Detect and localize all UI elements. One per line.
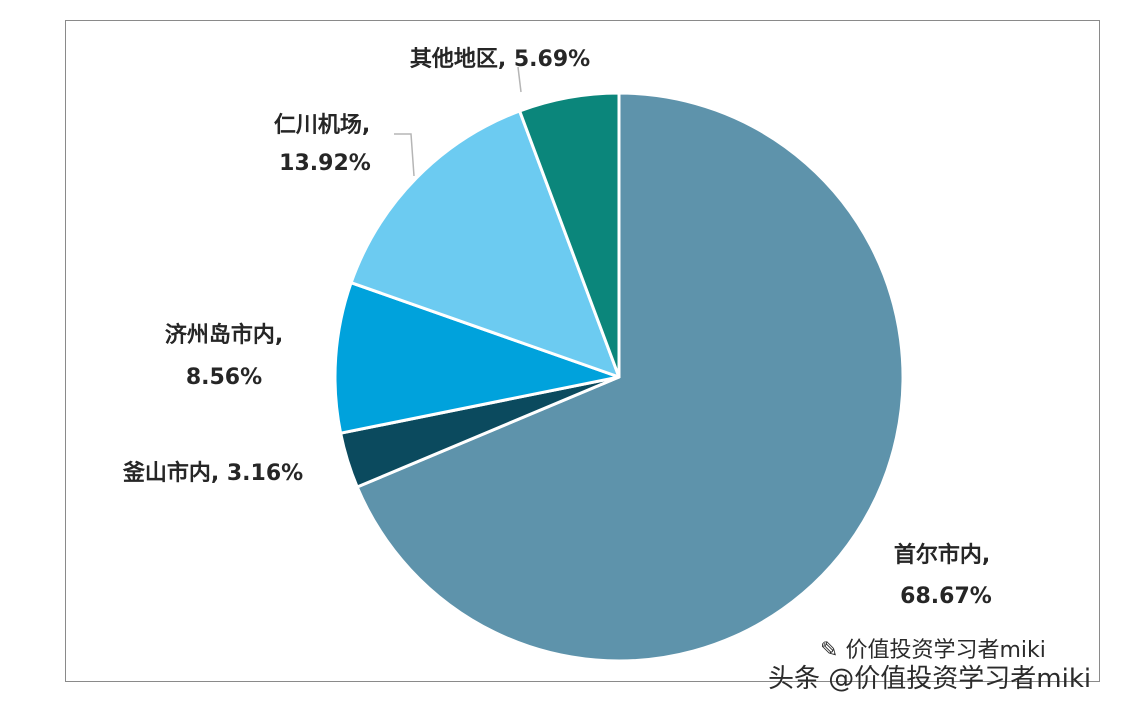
slice-name-label: 仁川机场, — [274, 112, 370, 138]
pie-slice — [355, 91, 905, 663]
leader-line — [394, 133, 415, 177]
slice-labels: 首尔市内, 68.67% 釜山市内, 3.16% 济州岛市内, 8.56% 仁川机场, 13… — [122, 47, 992, 609]
pie-slice — [349, 109, 621, 379]
pie-slice — [333, 281, 621, 435]
leader-line — [517, 66, 522, 93]
chart-frame — [65, 20, 1100, 682]
slice-data-label: 其他地区, 5.69% — [410, 47, 590, 72]
watermark-icon: ✎ — [820, 638, 846, 663]
slice-name-label: 首尔市内, — [894, 542, 990, 568]
pie-slices — [333, 91, 905, 663]
slice-name-label: 济州岛市内, — [165, 322, 283, 348]
slice-data-label: 釜山市内, 3.16% — [122, 460, 303, 486]
watermark-line-1: ✎ 价值投资学习者miki — [820, 638, 1046, 663]
slice-value-label: 8.56% — [186, 365, 262, 390]
slice-value-label: 68.67% — [900, 584, 992, 609]
slice-value-label: 13.92% — [279, 151, 371, 176]
watermark-line-2: 头条 @价值投资学习者miki — [768, 664, 1092, 694]
pie-slice — [518, 91, 621, 379]
leader-lines — [394, 66, 522, 177]
